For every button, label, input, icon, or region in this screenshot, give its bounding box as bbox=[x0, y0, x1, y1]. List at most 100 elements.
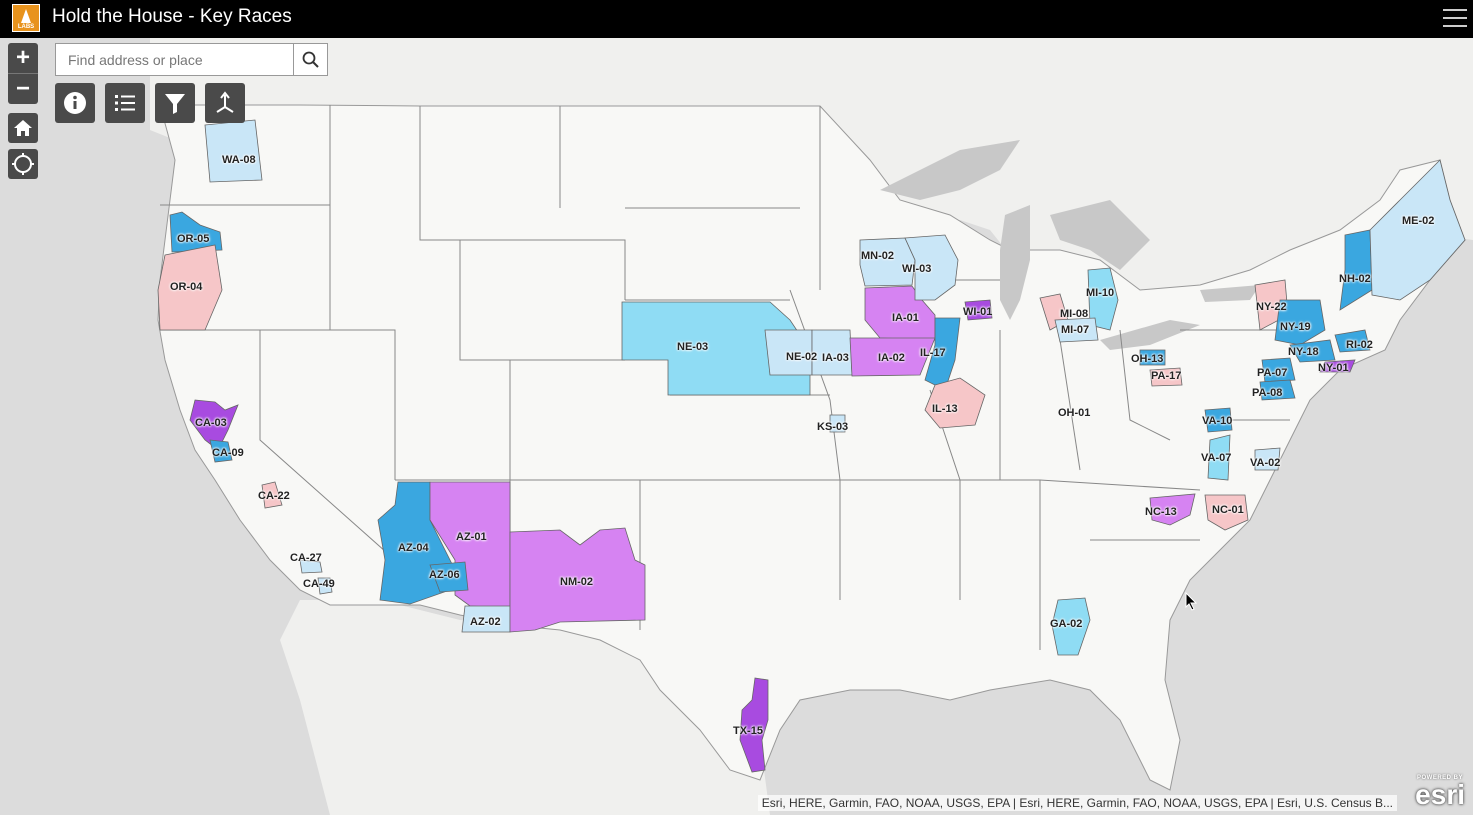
label-oh-01: OH-01 bbox=[1058, 407, 1091, 419]
district-va-07[interactable] bbox=[1207, 434, 1231, 481]
district-me-02[interactable] bbox=[1369, 159, 1466, 301]
search-input[interactable] bbox=[56, 44, 294, 75]
district-ri-02[interactable] bbox=[1334, 329, 1371, 353]
app-logo: LABS bbox=[12, 4, 40, 32]
district-wi-01[interactable] bbox=[964, 299, 993, 321]
districts-layer bbox=[157, 119, 1466, 773]
zoom-divider bbox=[8, 73, 38, 74]
district-ks-03[interactable] bbox=[829, 414, 846, 433]
district-mi-10[interactable] bbox=[1087, 267, 1119, 331]
label-ca-27: CA-27 bbox=[290, 552, 322, 564]
district-or-04[interactable] bbox=[157, 244, 223, 331]
district-az-06[interactable] bbox=[429, 561, 469, 593]
district-ca-27[interactable] bbox=[299, 559, 323, 574]
info-icon bbox=[64, 92, 86, 114]
lake-huron bbox=[1050, 200, 1150, 270]
district-ca-22[interactable] bbox=[261, 481, 283, 509]
label-or-04: OR-04 bbox=[170, 281, 203, 293]
district-ia-02[interactable] bbox=[849, 337, 936, 377]
zoom-in-button[interactable]: + bbox=[15, 44, 30, 71]
esri-name-text: esri bbox=[1415, 779, 1465, 810]
label-ca-09: CA-09 bbox=[212, 447, 244, 459]
label-ne-03: NE-03 bbox=[677, 341, 709, 353]
district-va-10[interactable] bbox=[1204, 407, 1233, 433]
district-or-05[interactable] bbox=[169, 211, 223, 253]
label-az-04: AZ-04 bbox=[398, 542, 429, 554]
label-az-01: AZ-01 bbox=[456, 531, 487, 543]
district-nc-01[interactable] bbox=[1204, 494, 1249, 531]
label-ne-02: NE-02 bbox=[786, 351, 818, 363]
district-ny-18[interactable] bbox=[1289, 339, 1336, 363]
district-pa-08[interactable] bbox=[1259, 379, 1296, 401]
label-ny-19: NY-19 bbox=[1280, 321, 1311, 333]
label-pa-07: PA-07 bbox=[1257, 367, 1288, 379]
layer-list-menu-icon[interactable] bbox=[1443, 6, 1467, 32]
district-ca-49[interactable] bbox=[317, 577, 333, 595]
share-button[interactable] bbox=[205, 83, 245, 123]
list-icon bbox=[115, 95, 135, 111]
label-mn-02: MN-02 bbox=[861, 250, 895, 262]
label-ca-03: CA-03 bbox=[195, 417, 227, 429]
label-ga-02: GA-02 bbox=[1050, 618, 1083, 630]
label-mi-10: MI-10 bbox=[1086, 287, 1115, 299]
label-ia-01: IA-01 bbox=[892, 312, 919, 324]
locate-icon bbox=[12, 153, 34, 175]
district-pa-17[interactable] bbox=[1149, 367, 1183, 387]
district-pa-07[interactable] bbox=[1261, 357, 1296, 383]
label-va-10: VA-10 bbox=[1202, 415, 1233, 427]
lake-superior bbox=[880, 140, 1020, 200]
district-il-13[interactable] bbox=[924, 377, 986, 429]
map-view[interactable]: WA-08 OR-05 OR-04 CA-03 CA-09 CA-22 CA-2… bbox=[0, 38, 1473, 815]
district-ca-03[interactable] bbox=[189, 399, 239, 451]
label-mi-07: MI-07 bbox=[1061, 324, 1090, 336]
label-mi-08: MI-08 bbox=[1060, 308, 1089, 320]
label-az-02: AZ-02 bbox=[470, 616, 501, 628]
logo-flask-icon bbox=[21, 9, 31, 23]
district-oh-13[interactable] bbox=[1139, 349, 1166, 366]
district-ca-09[interactable] bbox=[209, 439, 233, 463]
label-pa-08: PA-08 bbox=[1252, 387, 1283, 399]
search-button[interactable] bbox=[293, 44, 327, 75]
state-borders bbox=[160, 105, 1290, 650]
district-wa-08[interactable] bbox=[204, 119, 263, 183]
lake-erie bbox=[1100, 320, 1200, 350]
search-widget bbox=[55, 43, 328, 76]
label-ri-02: RI-02 bbox=[1346, 339, 1373, 351]
label-ks-03: KS-03 bbox=[817, 421, 849, 433]
info-button[interactable] bbox=[55, 83, 95, 123]
zoom-out-button[interactable]: − bbox=[15, 75, 30, 102]
district-ny-01[interactable] bbox=[1319, 359, 1356, 373]
filter-button[interactable] bbox=[155, 83, 195, 123]
label-pa-17: PA-17 bbox=[1151, 370, 1182, 382]
district-ga-02[interactable] bbox=[1051, 597, 1091, 656]
label-tx-15: TX-15 bbox=[733, 725, 763, 737]
label-ca-22: CA-22 bbox=[258, 490, 290, 502]
app-header: LABS Hold the House - Key Races bbox=[0, 0, 1473, 38]
district-nc-13[interactable] bbox=[1149, 493, 1196, 526]
esri-logo: POWERED BY esri bbox=[1407, 775, 1467, 809]
district-va-02[interactable] bbox=[1254, 447, 1281, 471]
district-az-01[interactable] bbox=[429, 481, 511, 609]
district-ny-19[interactable] bbox=[1274, 299, 1326, 346]
district-mi-07[interactable] bbox=[1054, 317, 1099, 343]
esri-powered-text: POWERED BY bbox=[1416, 775, 1463, 781]
share-icon bbox=[216, 91, 234, 113]
legend-button[interactable] bbox=[105, 83, 145, 123]
label-il-13: IL-13 bbox=[932, 403, 958, 415]
locate-button[interactable] bbox=[8, 149, 38, 179]
home-button[interactable] bbox=[8, 113, 38, 143]
map-canvas[interactable] bbox=[0, 38, 1473, 815]
label-ia-02: IA-02 bbox=[878, 352, 905, 364]
district-tx-15[interactable] bbox=[739, 677, 769, 773]
label-wi-01: WI-01 bbox=[963, 306, 993, 318]
district-wi-03[interactable] bbox=[904, 234, 959, 301]
label-ny-22: NY-22 bbox=[1256, 301, 1287, 313]
label-az-06: AZ-06 bbox=[429, 569, 460, 581]
label-ia-03: IA-03 bbox=[822, 352, 849, 364]
district-nh-02[interactable] bbox=[1339, 229, 1373, 311]
district-nm-02[interactable] bbox=[509, 527, 646, 633]
zoom-controls: + − bbox=[8, 43, 38, 104]
lake-michigan bbox=[1000, 205, 1030, 320]
district-ne-03[interactable] bbox=[621, 301, 811, 396]
district-mn-02[interactable] bbox=[859, 237, 916, 287]
